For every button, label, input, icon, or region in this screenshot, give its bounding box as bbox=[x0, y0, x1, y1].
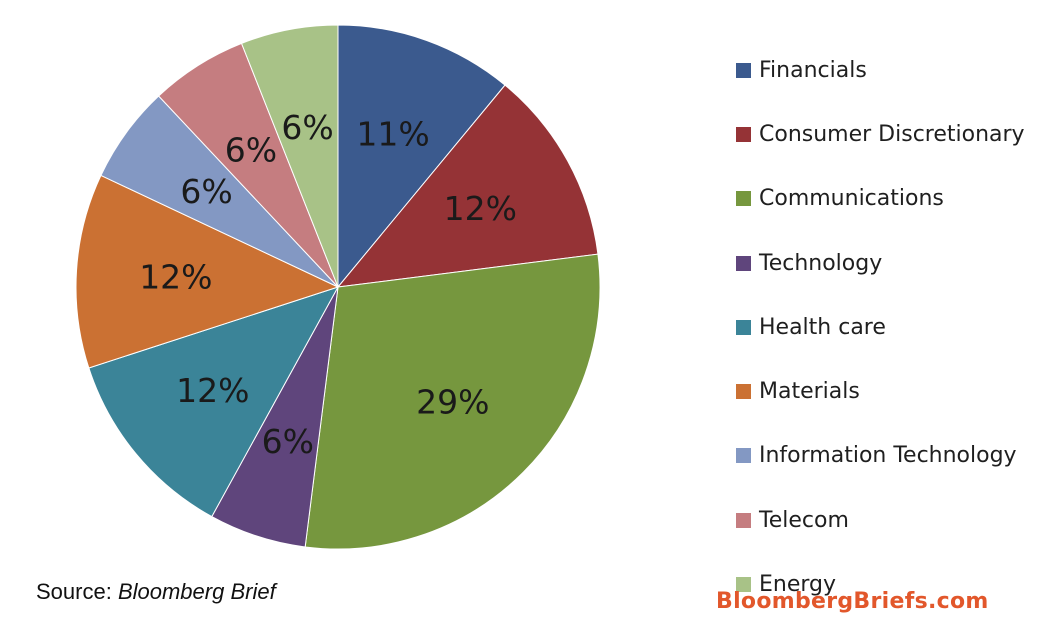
legend-label: Health care bbox=[759, 314, 886, 340]
chart-legend: Financials Consumer Discretionary Communic… bbox=[736, 38, 1025, 617]
legend-item-energy: Energy bbox=[736, 552, 1025, 616]
legend-swatch bbox=[736, 512, 751, 528]
data-label-financials: 11% bbox=[356, 115, 429, 154]
legend-label: Materials bbox=[759, 379, 860, 405]
pie-chart: 11%12%29%6%12%12%6%6%6% bbox=[75, 24, 601, 550]
pie-slice-health-care bbox=[88, 286, 340, 518]
legend-swatch bbox=[736, 126, 751, 142]
pie-slice-energy bbox=[240, 24, 339, 288]
source-name: Bloomberg Brief bbox=[117, 579, 276, 604]
legend-swatch bbox=[736, 319, 751, 335]
pie-slice-communications bbox=[304, 253, 601, 550]
legend-label: Communications bbox=[759, 186, 944, 212]
legend-item-technology: Technology bbox=[736, 231, 1025, 295]
legend-item-financials: Financials bbox=[736, 38, 1025, 102]
data-label-energy: 6% bbox=[281, 108, 333, 147]
data-label-health-care: 12% bbox=[176, 371, 249, 410]
legend-item-telecom: Telecom bbox=[736, 488, 1025, 552]
legend-label: Information Technology bbox=[759, 443, 1017, 469]
legend-swatch bbox=[736, 191, 751, 207]
legend-label: Consumer Discretionary bbox=[759, 121, 1025, 147]
source-prefix: Source: bbox=[36, 579, 118, 604]
brand-watermark: BloombergBriefs.com bbox=[716, 589, 989, 614]
pie-slice-consumer-discretionary bbox=[336, 84, 599, 288]
source-note: Source: Bloomberg Brief bbox=[36, 579, 276, 605]
pie-slices bbox=[75, 24, 601, 550]
legend-label: Energy bbox=[759, 572, 837, 598]
legend-swatch bbox=[736, 384, 751, 400]
data-label-consumer-discretionary: 12% bbox=[444, 189, 517, 228]
legend-item-communications: Communications bbox=[736, 167, 1025, 231]
pie-data-labels: 11%12%29%6%12%12%6%6%6% bbox=[139, 108, 517, 461]
pie-slice-financials bbox=[337, 24, 506, 289]
legend-swatch bbox=[736, 577, 751, 593]
data-label-telecom: 6% bbox=[225, 130, 277, 169]
legend-item-health-care: Health care bbox=[736, 295, 1025, 359]
legend-item-materials: Materials bbox=[736, 359, 1025, 423]
legend-item-consumer-discretionary: Consumer Discretionary bbox=[736, 102, 1025, 166]
data-label-technology: 6% bbox=[262, 422, 314, 461]
pie-slice-materials bbox=[75, 174, 340, 369]
legend-item-information-technology: Information Technology bbox=[736, 424, 1025, 488]
legend-label: Financials bbox=[759, 57, 867, 83]
data-label-information-technology: 6% bbox=[180, 172, 232, 211]
legend-swatch bbox=[736, 448, 751, 464]
legend-swatch bbox=[736, 62, 751, 78]
data-label-communications: 29% bbox=[416, 382, 489, 421]
data-label-materials: 12% bbox=[139, 257, 212, 296]
legend-label: Telecom bbox=[759, 507, 849, 533]
legend-label: Technology bbox=[759, 250, 883, 276]
legend-swatch bbox=[736, 255, 751, 271]
